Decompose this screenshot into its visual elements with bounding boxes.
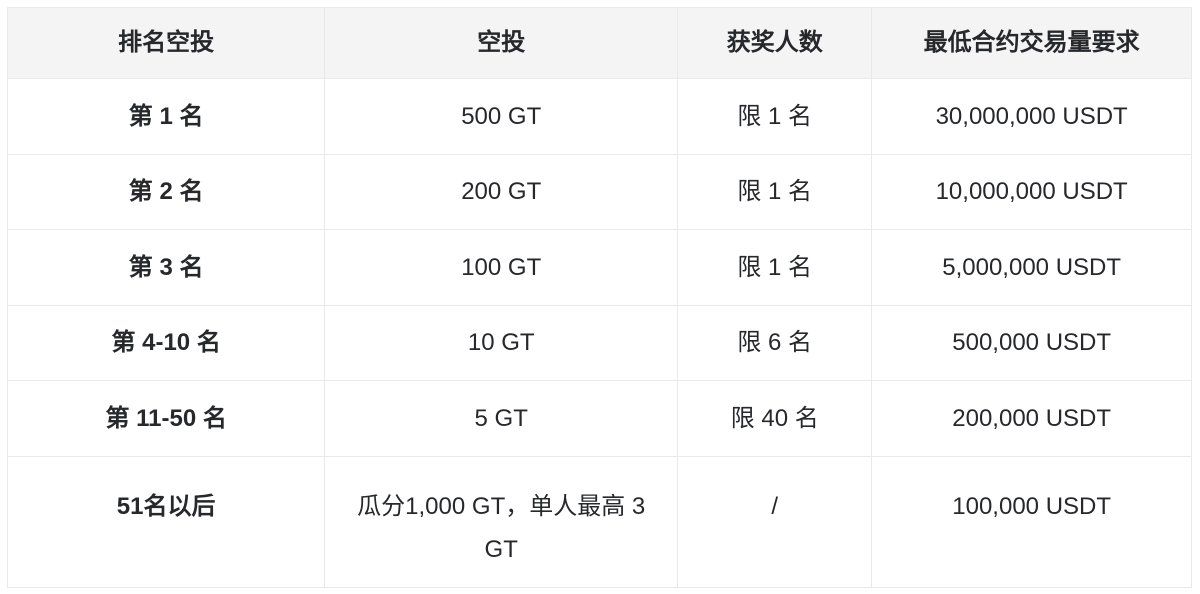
cell-airdrop: 500 GT <box>324 78 679 155</box>
table-row: 第 2 名 200 GT 限 1 名 10,000,000 USDT <box>6 153 1192 231</box>
cell-volume: 30,000,000 USDT <box>871 78 1192 155</box>
cell-volume: 500,000 USDT <box>871 304 1192 382</box>
cell-airdrop: 100 GT <box>324 229 679 306</box>
cell-winners: 限 1 名 <box>677 153 873 231</box>
cell-rank: 51名以后 <box>6 455 326 589</box>
table-row: 第 4-10 名 10 GT 限 6 名 500,000 USDT <box>6 304 1192 382</box>
table-row: 第 11-50 名 5 GT 限 40 名 200,000 USDT <box>6 380 1192 457</box>
cell-volume: 5,000,000 USDT <box>871 229 1192 306</box>
header-volume: 最低合约交易量要求 <box>871 7 1192 79</box>
header-airdrop: 空投 <box>324 7 679 79</box>
cell-winners: 限 1 名 <box>677 78 873 155</box>
header-winners: 获奖人数 <box>677 7 873 79</box>
header-row: 排名空投 空投 获奖人数 最低合约交易量要求 <box>6 7 1192 79</box>
table-header: 排名空投 空投 获奖人数 最低合约交易量要求 <box>6 7 1192 79</box>
cell-rank: 第 1 名 <box>6 78 326 155</box>
table-row: 第 1 名 500 GT 限 1 名 30,000,000 USDT <box>6 78 1192 155</box>
cell-airdrop: 5 GT <box>324 380 679 457</box>
cell-airdrop: 200 GT <box>324 153 679 231</box>
cell-volume: 200,000 USDT <box>871 380 1192 457</box>
cell-winners: / <box>677 455 873 589</box>
table-row: 51名以后 瓜分1,000 GT，单人最高 3 GT / 100,000 USD… <box>6 455 1192 589</box>
cell-volume: 100,000 USDT <box>871 455 1192 589</box>
cell-rank: 第 3 名 <box>6 229 326 306</box>
cell-airdrop: 瓜分1,000 GT，单人最高 3 GT <box>324 455 679 589</box>
cell-rank: 第 2 名 <box>6 153 326 231</box>
airdrop-ranking-table: 排名空投 空投 获奖人数 最低合约交易量要求 第 1 名 500 GT 限 1 … <box>6 7 1192 589</box>
table-row: 第 3 名 100 GT 限 1 名 5,000,000 USDT <box>6 229 1192 306</box>
header-rank: 排名空投 <box>6 7 326 79</box>
cell-winners: 限 1 名 <box>677 229 873 306</box>
cell-winners: 限 40 名 <box>677 380 873 457</box>
cell-winners: 限 6 名 <box>677 304 873 382</box>
cell-rank: 第 11-50 名 <box>6 380 326 457</box>
cell-rank: 第 4-10 名 <box>6 304 326 382</box>
cell-volume: 10,000,000 USDT <box>871 153 1192 231</box>
cell-airdrop: 10 GT <box>324 304 679 382</box>
table-body: 第 1 名 500 GT 限 1 名 30,000,000 USDT 第 2 名… <box>6 78 1192 589</box>
